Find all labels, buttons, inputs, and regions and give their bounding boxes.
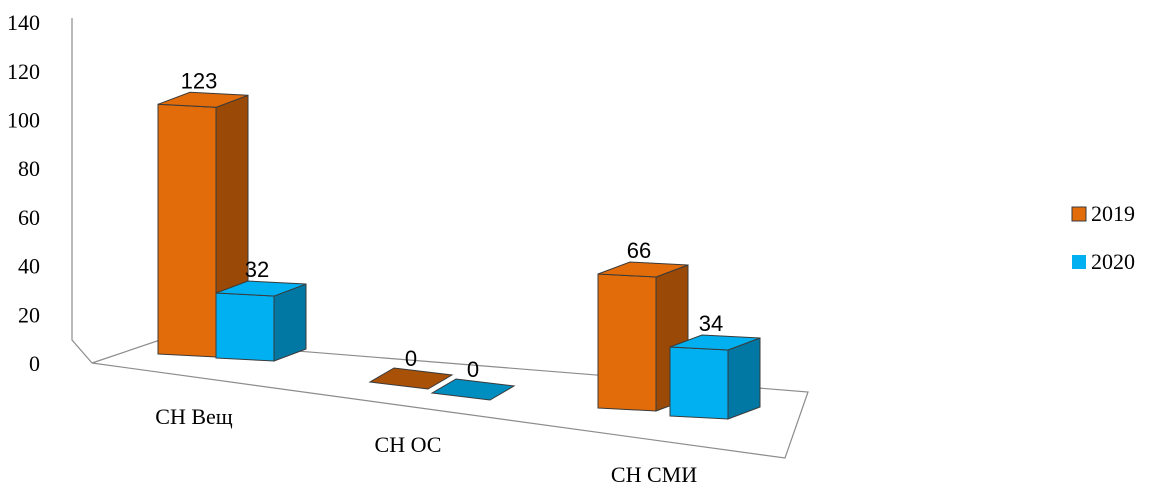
legend-label: 2019: [1091, 201, 1135, 226]
legend-item-2020: 2020: [1072, 249, 1135, 274]
data-label: 0: [405, 346, 417, 371]
data-labels: 123 0 66 32 0 34: [181, 68, 724, 382]
bar-2020-2: [669, 334, 761, 420]
y-axis: 0 20 40 60 80 100 120 140: [7, 10, 93, 376]
legend-swatch: [1072, 255, 1086, 269]
legend-label: 2020: [1091, 249, 1135, 274]
legend-swatch: [1071, 206, 1087, 222]
floor-plane: [91, 339, 809, 459]
bars: [157, 91, 761, 420]
y-tick-label: 40: [18, 254, 40, 279]
category-label: СН Вещ: [155, 404, 233, 429]
y-tick-label: 140: [7, 10, 40, 35]
data-label: 32: [245, 257, 269, 282]
y-tick-label: 80: [18, 156, 40, 181]
legend-item-2019: 2019: [1071, 201, 1135, 226]
bar-2020-1: [430, 378, 516, 401]
data-label: 34: [699, 311, 723, 336]
category-label: СН ОС: [375, 432, 442, 457]
chart-floor: [91, 339, 809, 459]
data-label: 0: [467, 357, 479, 382]
y-tick-label: 100: [7, 108, 40, 133]
y-tick-label: 0: [29, 351, 40, 376]
legend: 2019 2020: [1071, 201, 1135, 274]
data-label: 123: [181, 68, 218, 93]
category-label: СН СМИ: [611, 462, 697, 487]
y-tick-label: 20: [18, 302, 40, 327]
bar-2019-1: [368, 367, 454, 390]
y-tick-label: 60: [18, 205, 40, 230]
category-labels: СН Вещ СН ОС СН СМИ: [155, 404, 697, 487]
y-tick-label: 120: [7, 59, 40, 84]
bar-2020-0: [215, 280, 307, 362]
data-label: 66: [627, 238, 651, 263]
